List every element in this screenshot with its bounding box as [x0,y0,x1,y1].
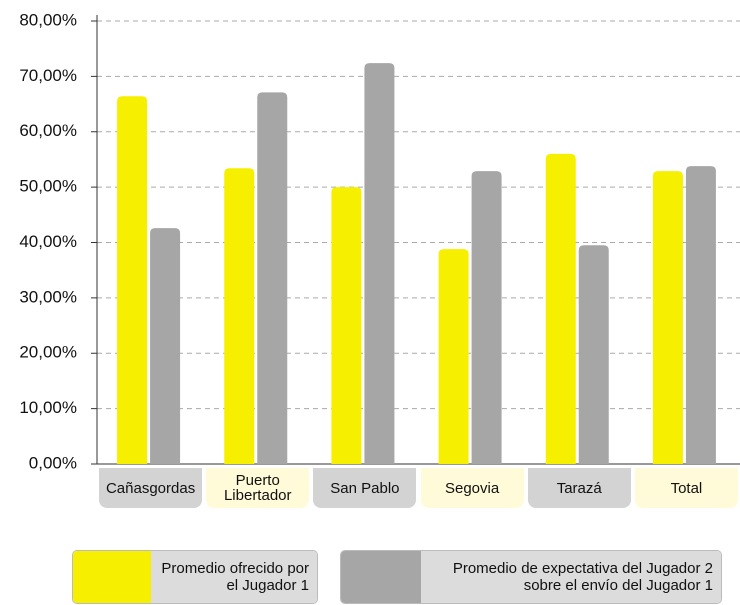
y-tick-label: 20,00% [19,343,77,362]
y-tick-label: 0,00% [29,453,77,472]
y-tick-label: 50,00% [19,177,77,196]
bar [224,168,255,465]
y-tick-label: 10,00% [19,398,77,417]
bar [364,63,395,465]
legend-item: Promedio de expectativa del Jugador 2 so… [340,550,722,604]
x-tick-label: Segovia [420,468,524,508]
y-tick-label: 30,00% [19,287,77,306]
legend-label: Promedio ofrecido por el Jugador 1 [151,551,317,603]
legend-swatch [73,551,151,603]
y-tick-label: 70,00% [19,66,77,85]
y-tick-label: 80,00% [19,10,77,29]
bar [257,92,288,464]
legend-label: Promedio de expectativa del Jugador 2 so… [421,551,721,603]
bar [117,96,148,464]
legend-item: Promedio ofrecido por el Jugador 1 [72,550,318,604]
x-tick-label: Puerto Libertador [206,468,310,508]
x-tick-label: Total [634,468,738,508]
x-tick-label: San Pablo [313,468,417,508]
y-tick-label: 60,00% [19,121,77,140]
bar [545,153,576,464]
bar [471,171,502,464]
bar [438,249,469,464]
x-tick-label: Cañasgordas [99,468,203,508]
bar [652,171,683,464]
bar [578,245,609,464]
bar [331,187,362,464]
y-tick-label: 40,00% [19,232,77,251]
bar [685,166,716,464]
bar [150,228,181,464]
legend-swatch [341,551,421,603]
x-tick-label: Tarazá [527,468,631,508]
